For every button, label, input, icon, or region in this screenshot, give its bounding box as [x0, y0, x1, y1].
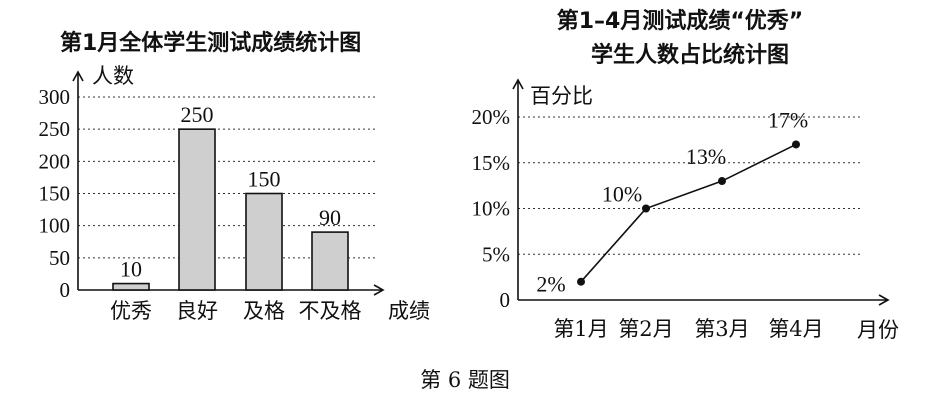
line-chart-title-line1: 第1–4月测试成绩“优秀”: [557, 8, 804, 34]
bar-chart: 第1月全体学生测试成绩统计图 人数 成绩 050100150200250300 …: [39, 30, 431, 323]
line-point-1: [577, 277, 585, 286]
line-point-4: [792, 140, 800, 149]
bar-value-label: 10: [120, 257, 142, 282]
bar-value-label: 150: [248, 167, 281, 192]
bar-2: [178, 128, 216, 291]
line-category-label: 第4月: [768, 317, 823, 341]
bar-3: [245, 192, 283, 291]
line-chart-y-axis-label: 百分比: [530, 84, 593, 108]
bar-category-label: 良好: [176, 299, 218, 323]
bar-y-tick-label: 200: [39, 149, 71, 173]
bar-y-axis-arrow: [72, 70, 84, 82]
bar-chart-title: 第1月全体学生测试成绩统计图: [60, 30, 361, 56]
figure-caption: 第 6 题图: [420, 368, 510, 392]
line-category-label: 第2月: [618, 317, 673, 341]
bar-value-label: 250: [181, 102, 214, 127]
bar-y-tick-label: 250: [39, 117, 71, 141]
line-chart-x-axis-label: 月份: [857, 318, 899, 342]
bar-1: [112, 282, 150, 291]
bar-chart-x-axis-label: 成绩: [388, 299, 430, 323]
line-point-3: [718, 177, 726, 186]
line-category-label: 第3月: [694, 317, 749, 341]
line-point-2: [642, 204, 650, 213]
line-value-label: 17%: [768, 107, 808, 132]
line-value-label: 2%: [536, 272, 565, 297]
bar-category-label: 及格: [243, 299, 285, 323]
line-series-path: [580, 143, 797, 283]
bar-category-label: 优秀: [110, 299, 152, 323]
line-y-tick-label: 20%: [472, 105, 511, 129]
line-y-tick-label: 15%: [472, 151, 511, 175]
line-y-tick-label: 0: [500, 288, 511, 312]
bar-y-tick-label: 0: [60, 278, 71, 302]
line-x-axis-arrow: [878, 294, 890, 306]
bar-y-tick-label: 300: [39, 85, 71, 109]
bar-y-tick-label: 50: [49, 246, 70, 270]
bar-value-label: 90: [319, 205, 341, 230]
line-value-label: 10%: [602, 182, 642, 207]
line-y-tick-label: 10%: [472, 197, 511, 221]
line-chart-title-line2: 学生人数占比统计图: [591, 42, 789, 68]
line-category-label: 第1月: [553, 317, 608, 341]
line-value-label: 13%: [686, 144, 726, 169]
bar-y-tick-label: 100: [39, 214, 71, 238]
line-y-tick-label: 5%: [482, 242, 510, 266]
bar-x-axis-arrow: [373, 284, 385, 296]
bar-4: [311, 231, 349, 291]
line-y-axis-arrow: [512, 78, 524, 90]
bar-chart-y-axis-label: 人数: [92, 64, 134, 88]
bar-y-tick-label: 150: [39, 182, 71, 206]
bar-category-label: 不及格: [299, 299, 362, 323]
line-chart: 第1–4月测试成绩“优秀” 学生人数占比统计图 百分比 月份 0 5% 10% 15%…: [472, 8, 900, 342]
